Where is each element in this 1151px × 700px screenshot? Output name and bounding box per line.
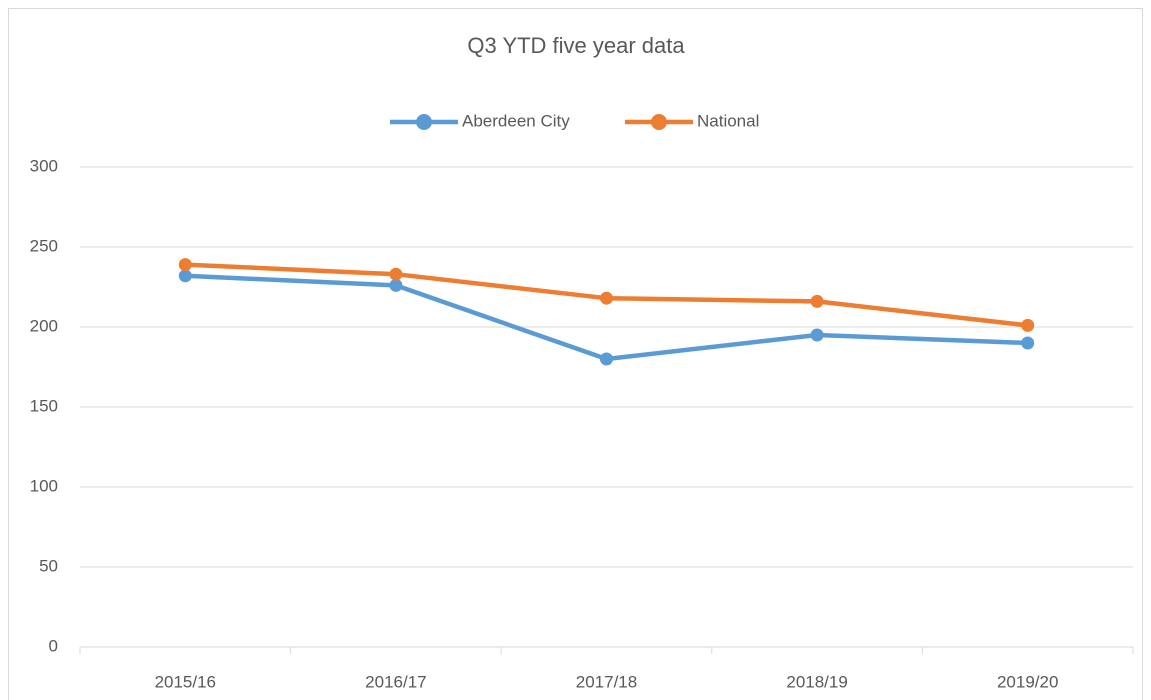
y-tick-label: 250 xyxy=(30,236,58,255)
point xyxy=(389,267,403,281)
legend-marker xyxy=(651,114,667,130)
y-tick-label: 100 xyxy=(30,476,58,495)
legend-marker xyxy=(416,114,432,130)
chart-frame xyxy=(8,8,1143,700)
chart-title: Q3 YTD five year data xyxy=(467,33,685,58)
point xyxy=(1021,318,1035,332)
point xyxy=(1021,336,1035,350)
y-tick-label: 50 xyxy=(39,556,58,575)
point xyxy=(810,328,824,342)
x-tick-label: 2019/20 xyxy=(997,672,1058,691)
x-tick-label: 2015/16 xyxy=(155,672,216,691)
point xyxy=(600,352,613,366)
point xyxy=(600,291,613,305)
x-tick-label: 2017/18 xyxy=(576,672,637,691)
x-tick-label: 2016/17 xyxy=(365,672,426,691)
legend-label: National xyxy=(697,111,759,130)
x-tick-label: 2018/19 xyxy=(786,672,847,691)
y-tick-label: 0 xyxy=(49,636,58,655)
point xyxy=(810,294,824,308)
point xyxy=(178,258,192,272)
y-tick-label: 200 xyxy=(30,316,58,335)
point xyxy=(389,278,403,292)
y-tick-label: 300 xyxy=(30,156,58,175)
legend-label: Aberdeen City xyxy=(462,111,570,130)
point xyxy=(178,269,192,283)
y-tick-label: 150 xyxy=(30,396,58,415)
